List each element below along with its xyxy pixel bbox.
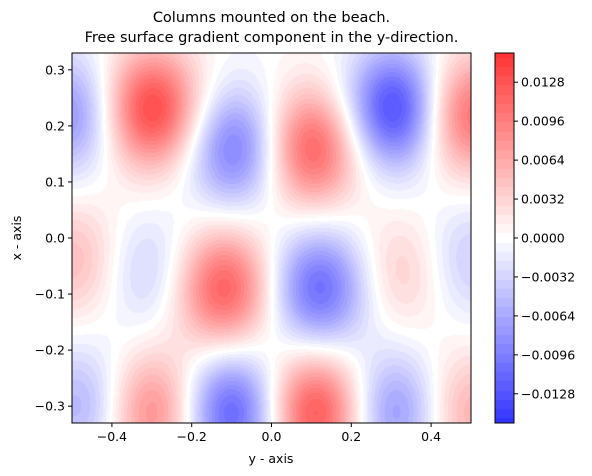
x-axis-label: y - axis (249, 451, 294, 466)
y-tick-label: −0.1 (35, 287, 65, 302)
y-tick-label: −0.2 (35, 343, 65, 358)
chart-title-line-2: Free surface gradient component in the y… (84, 30, 459, 46)
x-tick-label: 0.0 (262, 429, 282, 444)
colorbar-tick-label: 0.0128 (521, 75, 565, 90)
x-axis: −0.4 −0.2 0.0 0.2 0.4 (97, 423, 441, 444)
y-tick-label: 0.2 (45, 118, 65, 133)
colorbar: 0.0128 0.0096 0.0064 0.0032 0.0000 −0.0032 −0.… (494, 52, 575, 424)
y-tick-label: 0.3 (45, 62, 65, 77)
colorbar-tick-label: 0.0032 (521, 192, 565, 207)
colorbar-tick-label: −0.0128 (521, 386, 575, 401)
chart-title-line-1: Columns mounted on the beach. (152, 10, 391, 26)
colorbar-ticks: 0.0128 0.0096 0.0064 0.0032 0.0000 −0.0032 −0.… (514, 75, 575, 401)
plot-area (71, 52, 472, 424)
x-tick-label: −0.4 (97, 429, 127, 444)
chart-title: Columns mounted on the beach. Free surfa… (72, 8, 471, 48)
colorbar-tick-label: 0.0096 (521, 114, 565, 129)
colorbar-gradient (495, 53, 514, 423)
x-tick-label: −0.2 (177, 429, 207, 444)
x-tick-label: 0.2 (341, 429, 361, 444)
heatmap-image (72, 53, 471, 423)
x-tick-label: 0.4 (421, 429, 441, 444)
colorbar-tick-label: −0.0096 (521, 347, 575, 362)
colorbar-tick-label: 0.0000 (521, 231, 565, 246)
y-axis: −0.3 −0.2 −0.1 0.0 0.1 0.2 0.3 (35, 62, 72, 414)
y-tick-label: −0.3 (35, 399, 65, 414)
y-tick-label: 0.1 (45, 174, 65, 189)
y-tick-label: 0.0 (45, 231, 65, 246)
colorbar-tick-label: −0.0032 (521, 269, 575, 284)
y-axis-label: x - axis (9, 216, 24, 261)
colorbar-tick-label: 0.0064 (521, 153, 565, 168)
colorbar-tick-label: −0.0064 (521, 308, 575, 323)
